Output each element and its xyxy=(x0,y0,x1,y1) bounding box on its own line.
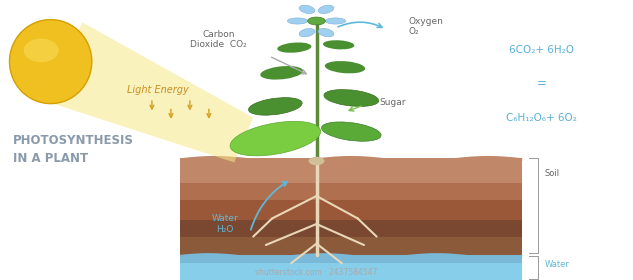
Text: shutterstock.com · 2437584547: shutterstock.com · 2437584547 xyxy=(255,268,378,277)
Text: C₆H₁₂O₆+ 6O₂: C₆H₁₂O₆+ 6O₂ xyxy=(506,113,577,123)
Ellipse shape xyxy=(230,121,321,156)
Text: Carbon
Dioxide  CO₂: Carbon Dioxide CO₂ xyxy=(190,29,247,49)
Polygon shape xyxy=(44,22,253,162)
Text: =: = xyxy=(536,78,546,90)
Bar xyxy=(180,220,522,237)
Ellipse shape xyxy=(325,61,365,73)
Ellipse shape xyxy=(24,38,58,62)
Ellipse shape xyxy=(277,43,311,53)
Bar xyxy=(180,237,522,255)
Ellipse shape xyxy=(9,20,92,104)
Bar xyxy=(180,200,522,220)
Ellipse shape xyxy=(318,29,334,37)
Ellipse shape xyxy=(299,5,315,13)
Text: Water: Water xyxy=(544,260,569,269)
Bar xyxy=(180,158,522,183)
Bar xyxy=(180,183,522,200)
Polygon shape xyxy=(180,156,522,161)
Ellipse shape xyxy=(322,122,381,141)
Ellipse shape xyxy=(323,40,354,49)
Bar xyxy=(180,263,522,280)
Text: Light Energy: Light Energy xyxy=(127,85,189,95)
Ellipse shape xyxy=(308,157,325,165)
Ellipse shape xyxy=(260,66,303,80)
Text: Sugar: Sugar xyxy=(380,98,406,107)
Text: Water
H₂O: Water H₂O xyxy=(211,214,238,234)
Ellipse shape xyxy=(325,18,346,24)
Ellipse shape xyxy=(324,90,379,106)
Text: 6CO₂+ 6H₂O: 6CO₂+ 6H₂O xyxy=(509,45,573,55)
Ellipse shape xyxy=(249,98,302,115)
Text: PHOTOSYNTHESIS
IN A PLANT: PHOTOSYNTHESIS IN A PLANT xyxy=(13,134,134,165)
Text: Soil: Soil xyxy=(544,169,560,178)
Polygon shape xyxy=(180,253,522,258)
Ellipse shape xyxy=(318,5,334,13)
Ellipse shape xyxy=(287,18,308,24)
Ellipse shape xyxy=(308,17,325,25)
Ellipse shape xyxy=(299,29,315,37)
Bar xyxy=(180,255,522,263)
Text: Oxygen
O₂: Oxygen O₂ xyxy=(408,17,443,36)
